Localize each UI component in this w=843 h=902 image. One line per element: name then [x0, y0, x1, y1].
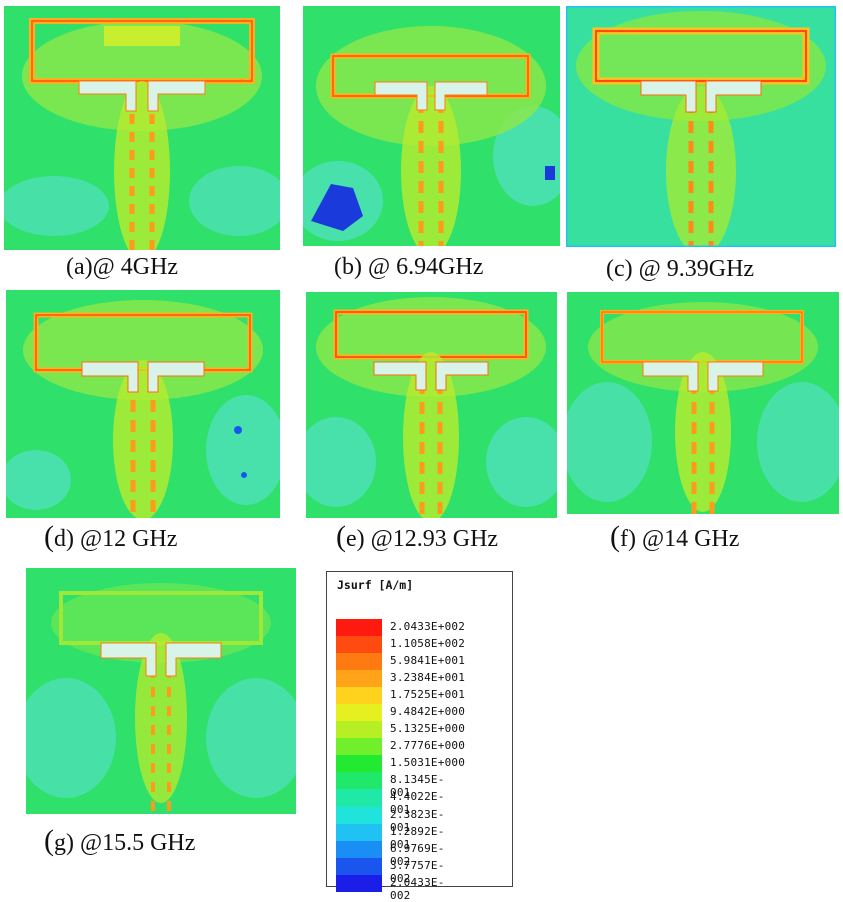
legend-value: 5.9841E+001: [390, 654, 466, 668]
panel-g-caption: (g) @15.5 GHz: [44, 824, 196, 857]
panel-f-caption: (f) @14 GHz: [610, 520, 740, 553]
panel-e-caption: (e) @12.93 GHz: [336, 520, 499, 553]
legend-swatch: [336, 772, 382, 790]
panel-d-current-map: [6, 290, 280, 518]
current-map-d: [6, 290, 280, 518]
current-map-e: [306, 292, 557, 518]
legend-swatch: [336, 806, 382, 824]
legend-value: 6.9769E-002: [390, 841, 445, 868]
panel-d-caption: (d) @12 GHz: [44, 520, 178, 553]
legend-value: 3.7757E-002: [390, 858, 445, 885]
current-map-b: [303, 6, 560, 246]
legend-swatch: [336, 755, 382, 773]
legend-swatch: [336, 704, 382, 722]
legend-swatch: [336, 687, 382, 705]
legend-title: Jsurf [A/m]: [337, 578, 414, 592]
current-map-f: [567, 292, 839, 514]
legend-value: 2.3823E-001: [390, 807, 445, 834]
legend-value: 1.1058E+002: [390, 637, 466, 651]
panel-e-current-map: [306, 292, 557, 518]
legend-value: 9.4842E+000: [390, 705, 466, 719]
legend-value: 4.4022E-001: [390, 790, 445, 817]
legend-value: 2.7776E+000: [390, 739, 466, 753]
panel-b-caption: (b) @ 6.94GHz: [334, 254, 484, 280]
legend-value: 8.1345E-001: [390, 773, 445, 800]
legend-value: 3.2384E+001: [390, 671, 466, 685]
legend-swatch: [336, 823, 382, 841]
current-map-g: [26, 568, 296, 814]
legend-value: 2.0433E+002: [390, 620, 466, 633]
legend-swatch: [336, 857, 382, 875]
panel-a-current-map: [4, 6, 280, 250]
legend-swatch: [336, 738, 382, 756]
legend-swatch: [336, 653, 382, 671]
legend-swatch: [336, 670, 382, 688]
panel-g-current-map: [26, 568, 296, 814]
legend-value: 1.7525E+001: [390, 688, 466, 702]
panel-c-caption: (c) @ 9.39GHz: [606, 256, 755, 282]
panel-f-current-map: [567, 292, 839, 514]
panel-c-current-map: [566, 6, 836, 247]
legend-swatch: [336, 721, 382, 739]
legend-swatch: [336, 874, 382, 892]
panel-a-caption: (a)@ 4GHz: [66, 254, 179, 280]
current-map-c: [566, 6, 836, 247]
color-legend: Jsurf [A/m] 2.0433E+002 1.1058E+002 5.9841…: [326, 571, 513, 902]
legend-swatch: [336, 619, 382, 637]
legend-value: 1.5031E+000: [390, 756, 466, 770]
legend-swatch: [336, 840, 382, 858]
legend-swatch: [336, 789, 382, 807]
legend-swatch: [336, 636, 382, 654]
panel-b-current-map: [303, 6, 560, 246]
legend-value: 5.1325E+000: [390, 722, 466, 736]
legend-value: 1.2892E-001: [390, 824, 445, 851]
current-map-a: [4, 6, 280, 250]
